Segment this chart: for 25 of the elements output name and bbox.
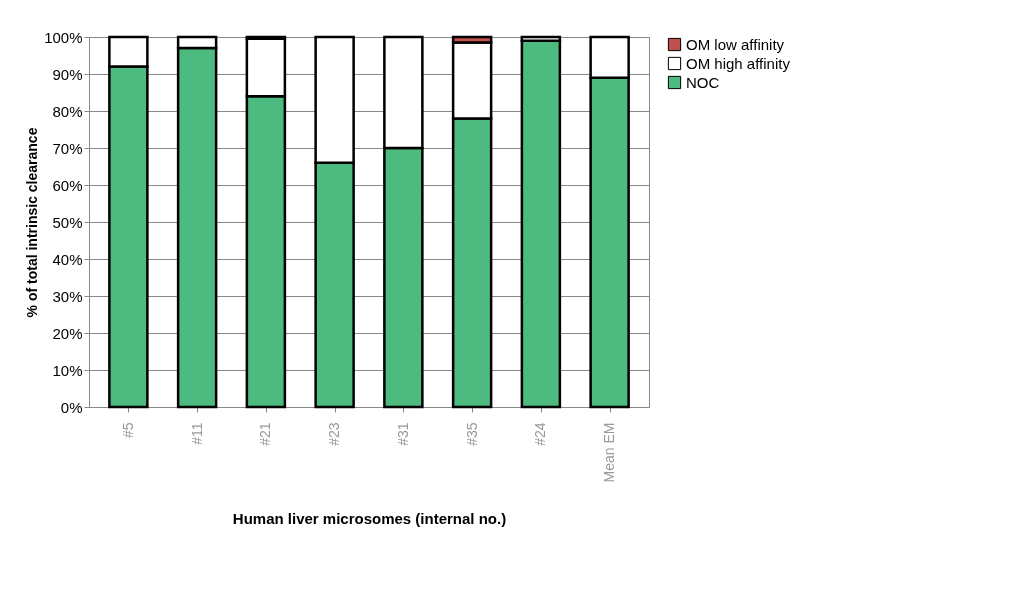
bar [520, 39, 562, 409]
x-tick-label: #31 [394, 422, 411, 446]
legend-label: OM high affinity [686, 54, 791, 72]
x-axis-title: Human liver microsomes (internal no.) [232, 510, 507, 528]
x-tick-label: #21 [257, 422, 274, 446]
x-tick-label: #5 [119, 422, 136, 439]
y-tick-label: 60% [52, 176, 83, 194]
legend-label: OM low affinity [686, 35, 785, 53]
y-tick-label: 50% [52, 213, 83, 231]
legend-label: NOC [686, 73, 720, 91]
x-tick-label: #24 [532, 422, 549, 446]
y-tick-label: 80% [52, 102, 83, 120]
x-tick-label: #23 [326, 422, 343, 446]
y-axis-title: % of total intrinsic clearance [24, 127, 41, 318]
y-tick-label: 70% [52, 139, 83, 157]
y-tick-label: 20% [52, 324, 83, 342]
x-tick-label: #35 [463, 422, 480, 446]
x-tick-label: Mean EM [601, 422, 618, 483]
y-tick-label: 0% [60, 398, 83, 416]
y-tick-label: 90% [52, 65, 83, 83]
x-tick-label: #11 [188, 422, 205, 445]
y-tick-label: 40% [52, 250, 83, 268]
y-tick-label: 100% [44, 28, 83, 46]
y-tick-label: 10% [52, 361, 83, 379]
y-tick-label: 30% [52, 287, 83, 305]
